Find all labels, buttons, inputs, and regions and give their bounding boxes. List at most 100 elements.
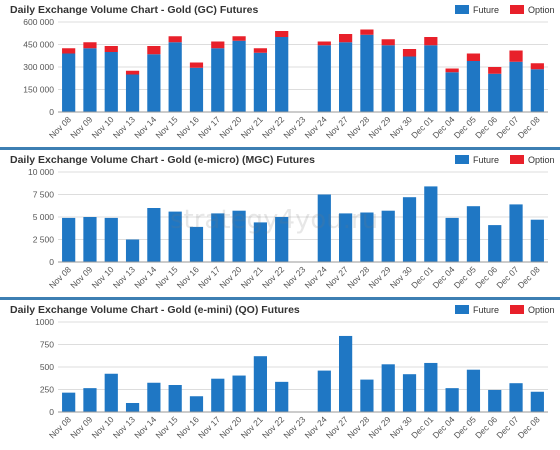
y-tick-label: 5 000 [33, 212, 55, 222]
bar-future [402, 374, 417, 412]
y-tick-label: 2 500 [33, 235, 55, 245]
bar-option [466, 53, 481, 61]
x-tick-label: Nov 21 [239, 264, 265, 290]
legend-future-label: Future [473, 305, 499, 315]
x-tick-label: Dec 08 [516, 414, 542, 440]
y-tick-label: 150 000 [23, 85, 54, 95]
bar-future [488, 225, 502, 262]
x-tick-label: Nov 23 [281, 264, 307, 290]
x-tick-label: Nov 28 [345, 264, 371, 290]
x-tick-label: Nov 13 [111, 414, 137, 440]
x-tick-label: Nov 30 [388, 414, 414, 440]
bar-future [381, 210, 395, 262]
chart-title: Daily Exchange Volume Chart - Gold (e-mi… [10, 154, 315, 166]
bar-future [317, 370, 331, 412]
bar-option [530, 63, 544, 70]
bar-future [275, 381, 289, 412]
bar-future [104, 373, 118, 412]
x-tick-label: Nov 14 [132, 414, 158, 440]
y-tick-label: 7 500 [33, 190, 55, 200]
x-tick-label: Nov 10 [90, 264, 116, 290]
x-tick-label: Dec 05 [452, 264, 478, 290]
bar-future [339, 335, 353, 412]
y-tick-label: 1000 [35, 317, 54, 327]
bar-option [339, 34, 353, 43]
bar-future [189, 226, 204, 262]
bar-future [275, 37, 289, 112]
x-tick-label: Nov 08 [47, 114, 73, 140]
bar-future [275, 217, 289, 262]
bar-future [104, 52, 118, 112]
bar-future [424, 362, 438, 412]
x-tick-label: Nov 27 [324, 264, 350, 290]
bar-option [147, 46, 161, 55]
bar-future [83, 388, 97, 412]
bar-future [211, 378, 225, 412]
x-tick-label: Dec 06 [473, 114, 499, 140]
bar-future [381, 45, 395, 112]
x-tick-label: Nov 17 [196, 264, 222, 290]
x-tick-label: Nov 17 [196, 414, 222, 440]
bar-future [104, 217, 118, 262]
x-tick-label: Nov 16 [175, 114, 201, 140]
bar-future [147, 54, 161, 112]
legend-future-label: Future [473, 5, 499, 15]
legend-future-swatch [455, 155, 469, 164]
x-tick-label: Nov 08 [47, 414, 73, 440]
bar-future [360, 212, 374, 262]
bar-future [424, 45, 438, 112]
bar-option [104, 46, 118, 52]
x-tick-label: Nov 10 [90, 414, 116, 440]
x-tick-label: Nov 20 [217, 114, 243, 140]
x-tick-label: Nov 23 [281, 114, 307, 140]
x-tick-label: Dec 07 [494, 264, 520, 290]
bar-future [62, 392, 76, 412]
bar-future [466, 369, 481, 412]
bar-future [125, 403, 140, 412]
bar-future [488, 389, 502, 412]
bar-future [232, 375, 246, 412]
chart-title: Daily Exchange Volume Chart - Gold (e-mi… [10, 304, 300, 316]
panel-divider [0, 147, 560, 150]
x-tick-label: Nov 29 [367, 414, 393, 440]
x-tick-label: Nov 23 [281, 414, 307, 440]
bar-future [445, 217, 459, 262]
x-tick-label: Nov 13 [111, 264, 137, 290]
bar-future [189, 396, 204, 412]
bar-future [339, 213, 353, 262]
x-tick-label: Dec 05 [452, 114, 478, 140]
x-tick-label: Nov 24 [303, 264, 329, 290]
bar-future [168, 211, 182, 262]
legend-future-label: Future [473, 155, 499, 165]
bar-option [317, 41, 331, 46]
x-tick-label: Nov 24 [303, 414, 329, 440]
legend-option-swatch [510, 305, 524, 314]
x-tick-label: Nov 08 [47, 264, 73, 290]
y-tick-label: 600 000 [23, 17, 54, 27]
gc-futures-chart: Daily Exchange Volume Chart - Gold (GC) … [10, 4, 555, 140]
qo-futures-chart: Daily Exchange Volume Chart - Gold (e-mi… [10, 304, 555, 440]
x-tick-label: Nov 13 [111, 114, 137, 140]
x-tick-label: Nov 15 [153, 264, 179, 290]
bar-future [125, 74, 140, 112]
y-tick-label: 10 000 [28, 167, 54, 177]
y-tick-label: 250 [40, 385, 54, 395]
bar-future [83, 217, 97, 262]
bar-future [509, 383, 523, 412]
bar-option [275, 31, 289, 37]
bar-future [530, 219, 544, 262]
x-tick-label: Dec 05 [452, 414, 478, 440]
bar-future [125, 239, 140, 262]
bar-option [189, 62, 204, 68]
bar-future [530, 391, 544, 412]
x-tick-label: Nov 21 [239, 414, 265, 440]
x-tick-label: Nov 14 [132, 264, 158, 290]
x-tick-label: Nov 22 [260, 114, 286, 140]
bar-future [317, 194, 331, 262]
x-tick-label: Dec 06 [473, 414, 499, 440]
bar-future [253, 222, 267, 262]
x-tick-label: Dec 04 [430, 414, 456, 440]
bar-option [168, 36, 182, 43]
x-tick-label: Dec 01 [409, 114, 435, 140]
x-tick-label: Nov 16 [175, 264, 201, 290]
